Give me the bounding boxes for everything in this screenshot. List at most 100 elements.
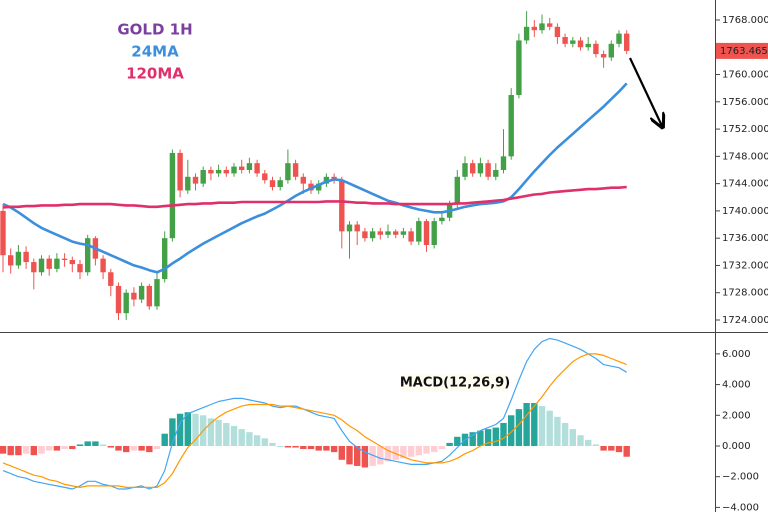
histogram-bar xyxy=(500,422,507,446)
candle-body xyxy=(285,163,291,181)
candle-body xyxy=(246,163,253,170)
histogram-bar xyxy=(284,445,292,448)
candle-body xyxy=(554,26,561,38)
histogram-bar xyxy=(346,445,353,465)
histogram-bar xyxy=(223,422,230,446)
candle-body xyxy=(593,43,599,55)
moving-average-line xyxy=(2,185,627,209)
candle-body xyxy=(208,169,214,174)
candle-body xyxy=(493,169,499,177)
histogram-bar xyxy=(384,445,392,462)
candle-body xyxy=(339,180,345,232)
candle-body xyxy=(254,163,260,174)
candle-body xyxy=(169,152,176,239)
histogram-bar xyxy=(92,441,99,446)
candle-body xyxy=(54,258,60,269)
histogram-bar xyxy=(0,445,7,454)
histogram-bar xyxy=(138,445,145,451)
histogram-bar xyxy=(446,442,453,446)
candle-body xyxy=(439,217,445,222)
candle-body xyxy=(431,221,437,245)
candle-body xyxy=(8,255,14,266)
y-tick-label: 1752.000 xyxy=(722,124,768,135)
candle-body xyxy=(46,258,52,269)
candle-body xyxy=(300,176,306,184)
legend-entry: 120MA xyxy=(126,65,184,83)
histogram-bar xyxy=(438,445,446,450)
histogram-bar xyxy=(46,445,53,451)
histogram-bar xyxy=(30,445,37,456)
histogram-bar xyxy=(508,415,515,446)
candle-body xyxy=(115,285,122,314)
plot-layer: 1768.0001764.0001760.0001756.0001752.000… xyxy=(0,11,768,512)
histogram-bar xyxy=(207,418,215,446)
candle-body xyxy=(562,37,568,44)
histogram-bar xyxy=(323,445,330,451)
candle-body xyxy=(192,176,199,184)
histogram-bar xyxy=(515,409,523,446)
y-tick-label: 1768.000 xyxy=(722,15,768,26)
candle-body xyxy=(185,176,191,191)
histogram-bar xyxy=(123,445,130,453)
histogram-bar xyxy=(53,445,61,451)
histogram-bar xyxy=(523,403,530,446)
histogram-bar xyxy=(585,439,592,446)
y-tick-label: 6.000 xyxy=(722,349,751,360)
histogram-bar xyxy=(246,432,253,446)
y-tick-label: −2.000 xyxy=(722,472,759,483)
candle-body xyxy=(585,43,591,48)
histogram-bar xyxy=(469,432,476,446)
candle-body xyxy=(316,183,322,191)
candle-body xyxy=(177,152,183,191)
histogram-bar xyxy=(484,429,492,446)
candle-body xyxy=(408,231,414,242)
y-tick-label: 1756.000 xyxy=(722,97,768,108)
candle-body xyxy=(85,238,91,273)
histogram-bar xyxy=(392,445,399,460)
candle-body xyxy=(31,262,37,273)
histogram-bar xyxy=(184,412,191,446)
candle-body xyxy=(239,166,245,170)
candle-body xyxy=(608,43,614,58)
histogram-bar xyxy=(7,445,14,456)
candle-body xyxy=(131,292,137,300)
legend-entry: 24MA xyxy=(131,43,179,61)
candle-body xyxy=(215,169,222,174)
histogram-bar xyxy=(377,445,384,465)
candle-body xyxy=(123,292,129,314)
y-tick-label: 1736.000 xyxy=(722,233,768,244)
candle-body xyxy=(69,259,75,265)
histogram-bar xyxy=(608,445,615,451)
histogram-bar xyxy=(69,445,76,450)
candle-body xyxy=(15,251,22,266)
moving-average-line xyxy=(2,82,628,274)
histogram-bar xyxy=(269,442,276,446)
candle-body xyxy=(423,221,430,245)
y-tick-label: 1728.000 xyxy=(722,288,768,299)
candle-body xyxy=(138,285,145,300)
histogram-bar xyxy=(130,445,138,451)
histogram-bar xyxy=(307,445,315,450)
candle-body xyxy=(0,210,6,256)
histogram-bar xyxy=(277,445,284,447)
histogram-bar xyxy=(477,430,484,446)
y-tick-label: 1760.000 xyxy=(722,70,768,81)
histogram-bar xyxy=(538,406,546,446)
histogram-bar xyxy=(361,445,369,468)
histogram-bar xyxy=(454,436,461,446)
histogram-bar xyxy=(238,429,245,446)
histogram-bar xyxy=(15,445,22,456)
histogram-bar xyxy=(230,426,238,446)
y-tick-label: 1724.000 xyxy=(722,315,768,326)
macd-title: MACD(12,26,9) xyxy=(400,376,510,391)
candle-body xyxy=(323,176,330,184)
histogram-bar xyxy=(38,445,45,454)
histogram-bar xyxy=(615,445,623,453)
candle-body xyxy=(262,173,268,181)
candle-body xyxy=(485,163,491,177)
candle-body xyxy=(269,180,276,188)
candle-body xyxy=(61,258,68,260)
candle-body xyxy=(400,231,407,235)
